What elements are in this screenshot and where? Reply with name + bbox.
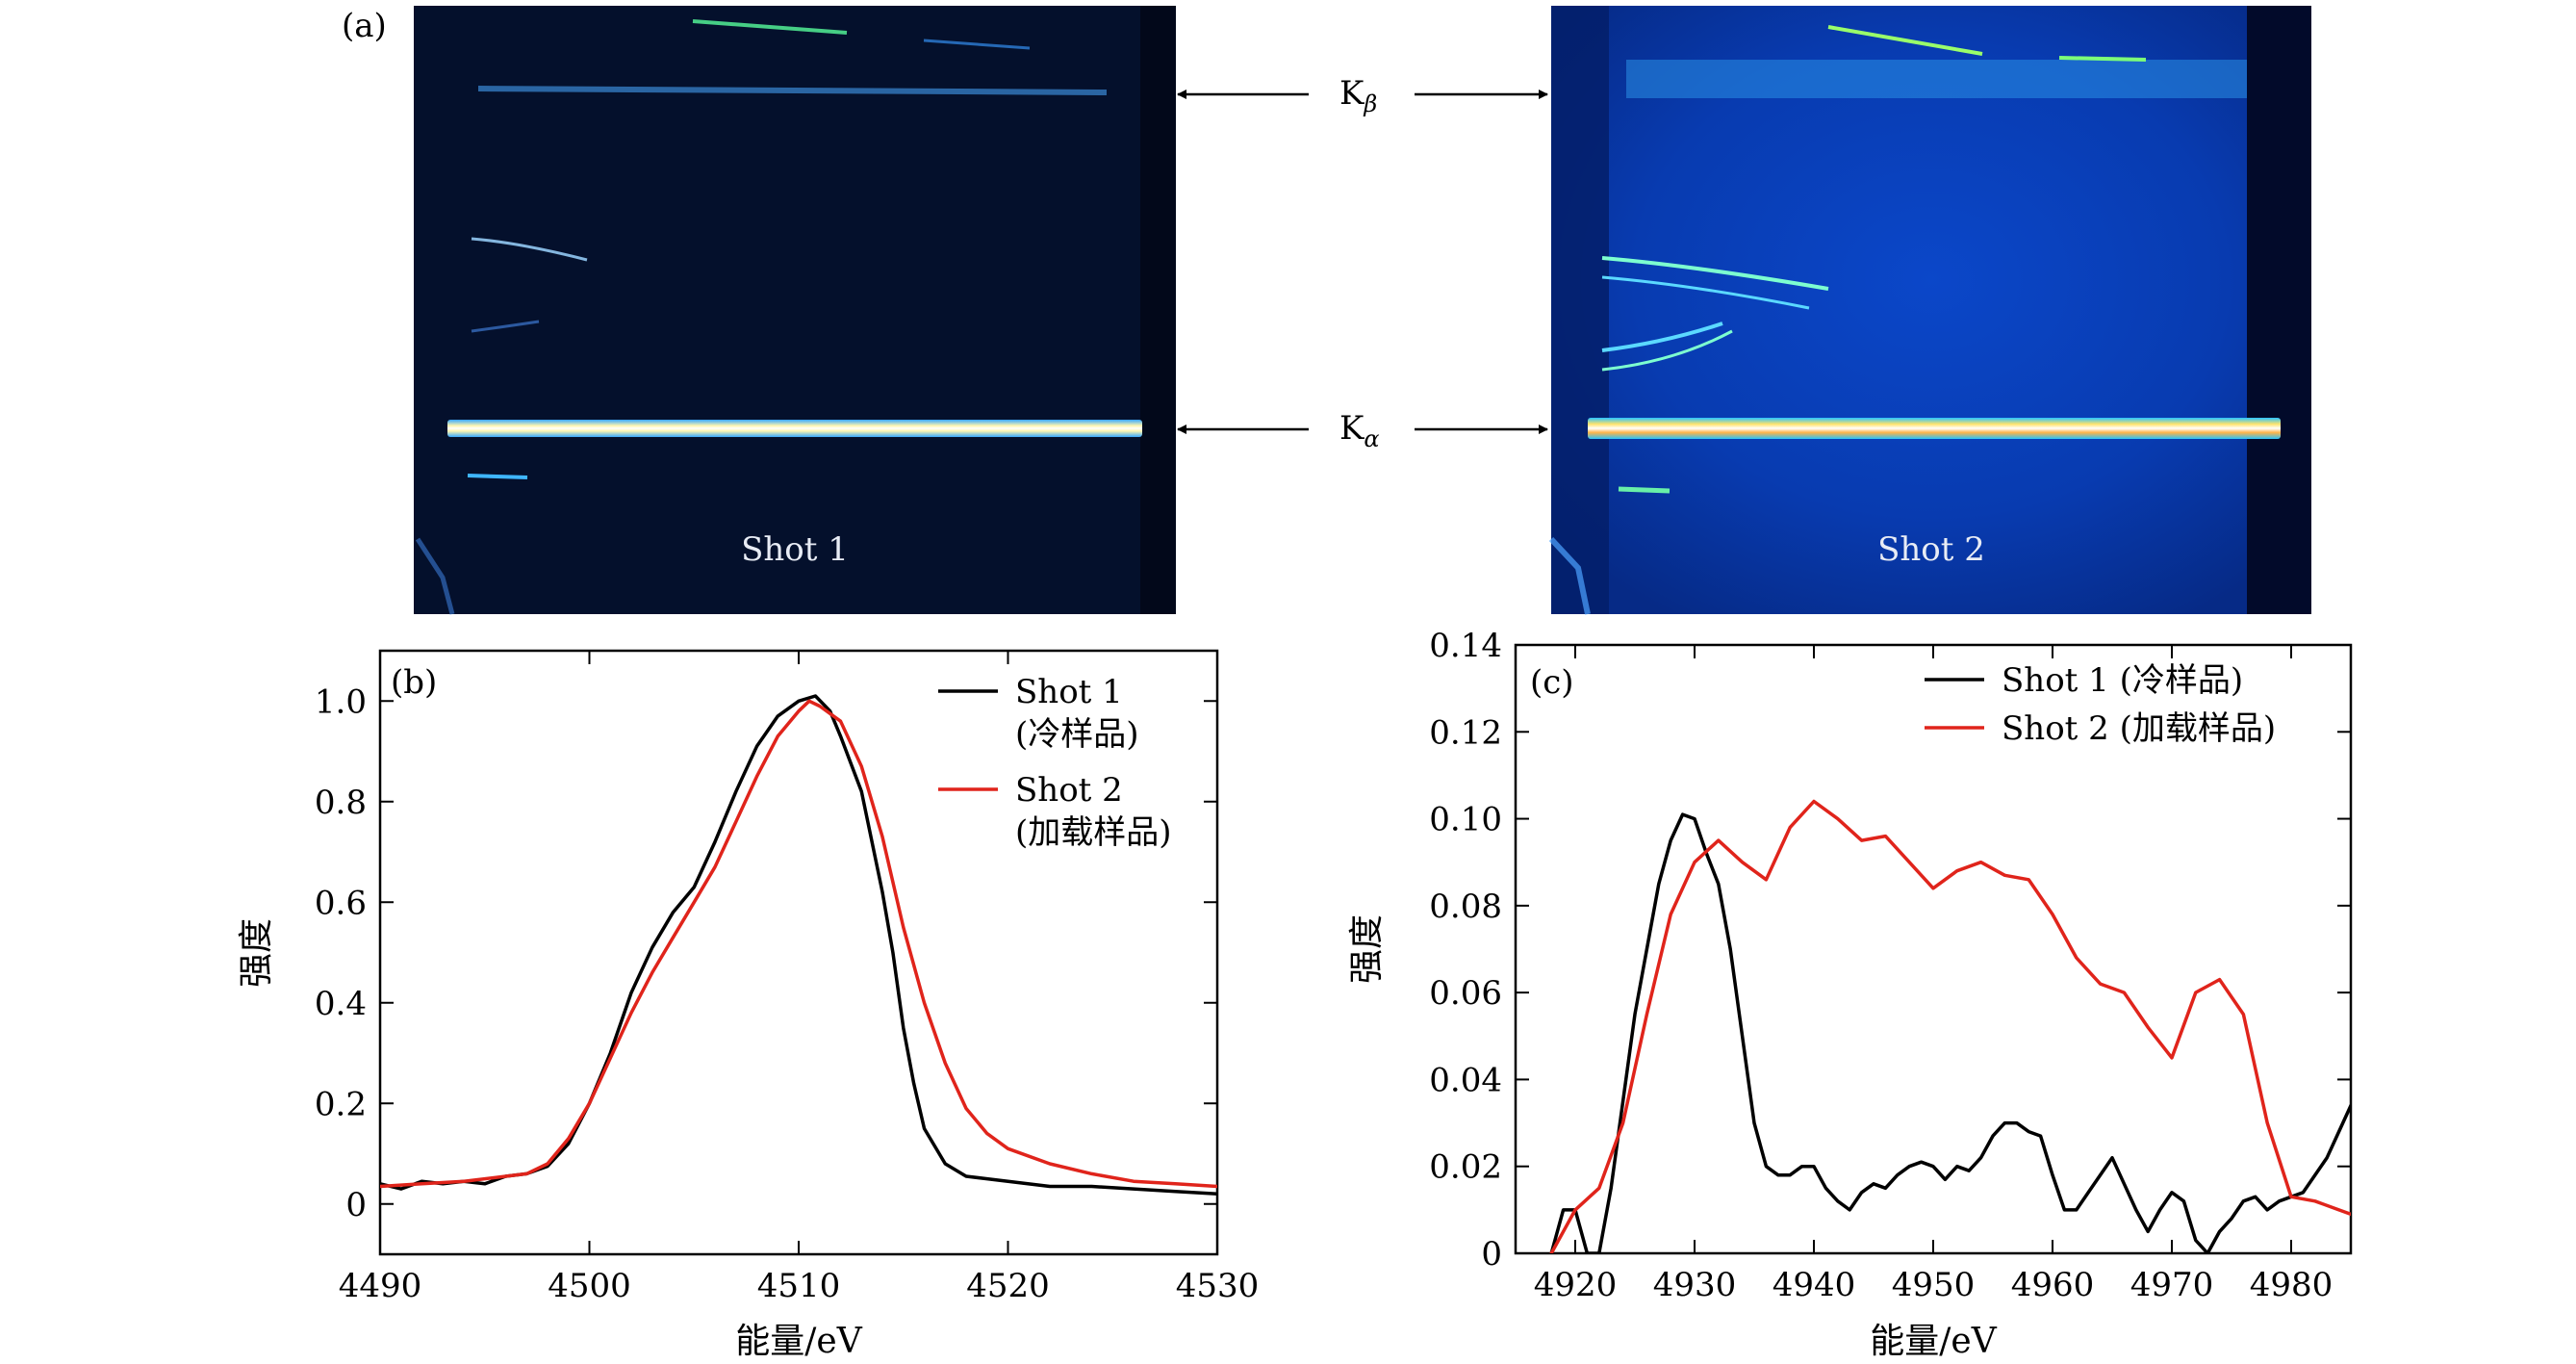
- y-tick-label: 0.6: [315, 884, 367, 922]
- legend-label: Shot 2: [1015, 771, 1123, 810]
- series-group: [1549, 799, 2351, 1253]
- axis-ticks: 4490 4500 4510 4520 4530 0 0.2 0.4 0.6 0.8 1.0: [315, 651, 1259, 1305]
- y-tick-label: 0.14: [1429, 627, 1502, 665]
- legend-label: Shot 1 (冷样品): [2002, 661, 2243, 700]
- x-tick-label: 4920: [1534, 1266, 1618, 1304]
- k-alpha-annotation: Kα: [1177, 409, 1548, 452]
- panel-c-chart: 4920 4930 4940 4950 4960 4970 4980 0 0.02 0.04 0.0…: [1347, 627, 2353, 1361]
- legend-label: Shot 2 (加载样品): [2002, 709, 2276, 748]
- panel-c-label: (c): [1530, 663, 1574, 702]
- shot-1-image: Shot 1: [414, 6, 1176, 615]
- legend: Shot 1 (冷样品) Shot 2 (加载样品): [1925, 661, 2276, 748]
- k-alpha-subscript: α: [1364, 425, 1379, 452]
- legend-label: Shot 1: [1015, 673, 1123, 711]
- y-tick-label: 0.08: [1429, 888, 1502, 926]
- x-tick-label: 4930: [1653, 1266, 1737, 1304]
- y-tick-label: 0.8: [315, 784, 367, 822]
- y-tick-label: 0.2: [315, 1085, 367, 1123]
- x-tick-label: 4970: [2130, 1266, 2214, 1304]
- shot-2-label: Shot 2: [1877, 530, 1985, 569]
- x-tick-label: 4960: [2011, 1266, 2095, 1304]
- y-axis-label: 强度: [237, 918, 276, 988]
- k-beta-annotation: Kβ: [1177, 74, 1548, 117]
- y-axis-label: 强度: [1347, 914, 1387, 984]
- y-tick-label: 0: [1481, 1235, 1502, 1274]
- legend-label: (冷样品): [1015, 715, 1139, 754]
- y-tick-label: 0.04: [1429, 1061, 1502, 1099]
- x-axis-label: 能量/eV: [735, 1322, 862, 1361]
- y-tick-label: 0.06: [1429, 974, 1502, 1013]
- k-beta-label: K: [1339, 74, 1365, 113]
- y-tick-label: 0.10: [1429, 801, 1502, 839]
- x-tick-label: 4940: [1773, 1266, 1856, 1304]
- y-tick-label: 0.4: [315, 985, 367, 1023]
- series-line-2: [1549, 799, 2351, 1253]
- panel-a: (a) Shot 1: [342, 6, 2311, 615]
- svg-text:Kα: Kα: [1339, 409, 1380, 452]
- x-tick-label: 4520: [966, 1267, 1050, 1305]
- x-tick-label: 4500: [548, 1267, 631, 1305]
- x-axis-label: 能量/eV: [1870, 1322, 1997, 1361]
- series-line-2: [380, 699, 1217, 1189]
- y-tick-label: 1.0: [315, 682, 367, 721]
- k-alpha-label: K: [1339, 409, 1365, 448]
- x-tick-label: 4530: [1176, 1267, 1260, 1305]
- y-tick-label: 0.12: [1429, 713, 1502, 752]
- svg-text:Kβ: Kβ: [1339, 74, 1377, 117]
- x-tick-label: 4950: [1892, 1266, 1976, 1304]
- panel-a-label: (a): [342, 7, 387, 45]
- series-line-1: [1549, 812, 2351, 1253]
- legend: Shot 1 (冷样品) Shot 2(加载样品): [938, 673, 1172, 852]
- shot-1-label: Shot 1: [741, 530, 849, 569]
- x-tick-label: 4980: [2250, 1266, 2334, 1304]
- y-tick-label: 0: [345, 1186, 367, 1224]
- axis-ticks: 4920 4930 4940 4950 4960 4970 4980 0 0.02 0.04 0.0…: [1429, 627, 2351, 1304]
- panel-b-label: (b): [391, 663, 437, 702]
- shot-2-image: Shot 2: [1548, 6, 2311, 615]
- panel-b-chart: 4490 4500 4510 4520 4530 0 0.2 0.4 0.6 0.8 1.0 (b)…: [237, 649, 1259, 1361]
- x-tick-label: 4510: [757, 1267, 841, 1305]
- k-beta-subscript: β: [1363, 90, 1377, 117]
- y-tick-label: 0.02: [1429, 1148, 1502, 1187]
- series-group: [380, 694, 1217, 1197]
- legend-label: (加载样品): [1015, 813, 1172, 852]
- x-tick-label: 4490: [339, 1267, 422, 1305]
